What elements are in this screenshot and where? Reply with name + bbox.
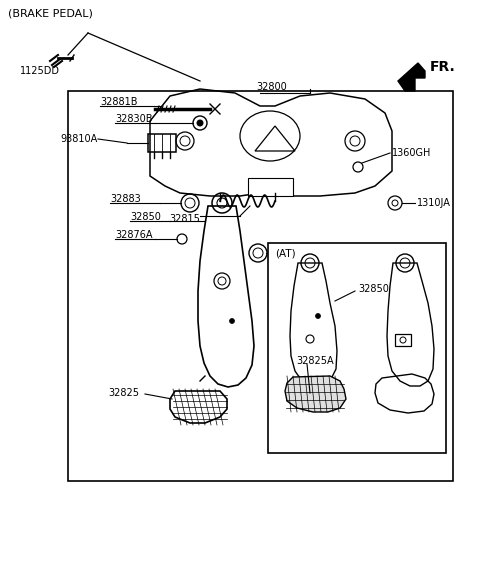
Bar bbox=[68, 91, 453, 481]
Text: 32850: 32850 bbox=[358, 284, 389, 294]
Text: 1360GH: 1360GH bbox=[392, 148, 432, 158]
Text: 32850: 32850 bbox=[130, 212, 161, 222]
Text: (BRAKE PEDAL): (BRAKE PEDAL) bbox=[8, 8, 93, 18]
Bar bbox=[148, 134, 176, 152]
Text: 32830B: 32830B bbox=[115, 114, 153, 124]
Circle shape bbox=[229, 319, 235, 324]
Text: FR.: FR. bbox=[430, 60, 456, 74]
Circle shape bbox=[197, 120, 203, 126]
Bar bbox=[248, 178, 293, 196]
Text: 32876A: 32876A bbox=[115, 230, 153, 240]
Text: 32883: 32883 bbox=[110, 194, 141, 204]
Polygon shape bbox=[285, 376, 346, 412]
Bar bbox=[268, 243, 446, 453]
Text: 1125DD: 1125DD bbox=[20, 66, 60, 76]
Text: 93810A: 93810A bbox=[61, 134, 98, 144]
Text: 32825: 32825 bbox=[108, 388, 139, 398]
Text: 1310JA: 1310JA bbox=[417, 198, 451, 208]
Bar bbox=[395, 334, 411, 346]
Text: (AT): (AT) bbox=[275, 248, 296, 258]
Text: 32800: 32800 bbox=[257, 82, 288, 92]
Polygon shape bbox=[398, 63, 425, 91]
Text: 32825A: 32825A bbox=[296, 356, 334, 366]
Text: 32815: 32815 bbox=[169, 214, 200, 224]
Circle shape bbox=[315, 314, 321, 319]
Text: 32883: 32883 bbox=[280, 251, 311, 261]
Text: 32881B: 32881B bbox=[100, 97, 137, 107]
